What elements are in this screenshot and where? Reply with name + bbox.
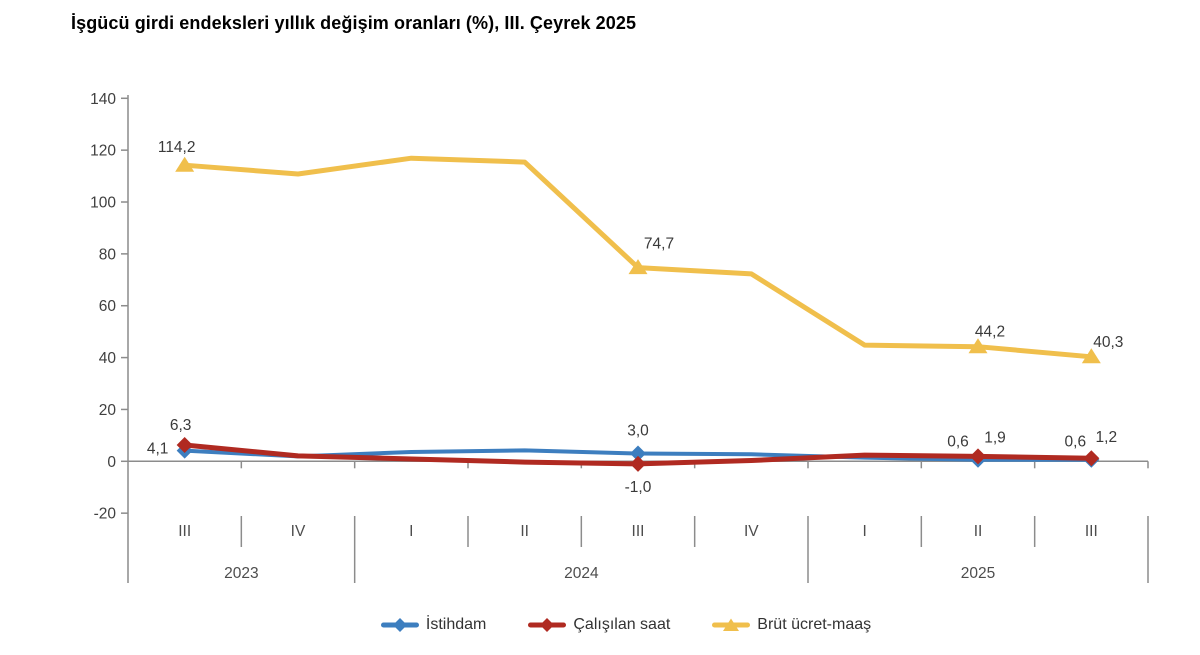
data-point-triangle-icon xyxy=(968,338,988,354)
legend-item: Brüt ücret-maaş xyxy=(712,616,871,634)
legend-label: Brüt ücret-maaş xyxy=(757,616,872,633)
data-point-label: 74,7 xyxy=(644,236,674,253)
data-point-triangle-icon xyxy=(1081,348,1101,364)
x-axis-quarter-label: I xyxy=(863,523,867,540)
y-axis-tick-label: 80 xyxy=(99,246,117,263)
data-point-label: 1,9 xyxy=(984,429,1006,446)
y-axis-tick-label: 40 xyxy=(99,350,117,367)
data-point-label: 0,6 xyxy=(1065,434,1087,451)
x-axis-quarter-label: II xyxy=(520,523,529,540)
legend-marker-triangle-icon xyxy=(712,618,751,631)
data-point-diamond-icon xyxy=(630,455,646,472)
data-point-label: 44,2 xyxy=(975,324,1005,341)
legend-item: Çalışılan saat xyxy=(528,616,670,634)
data-point-label: 114,2 xyxy=(158,139,196,156)
y-axis-tick-label: 100 xyxy=(90,195,116,212)
data-point-label: 6,3 xyxy=(170,417,192,434)
legend-label: İstihdam xyxy=(425,616,487,633)
x-axis-quarter-label: III xyxy=(1085,523,1098,540)
series-line-wages xyxy=(182,155,1094,360)
legend-marker-diamond-icon xyxy=(380,618,419,632)
x-axis-quarter-label: IV xyxy=(744,523,759,540)
x-axis-quarter-label: I xyxy=(409,523,413,540)
legend-item: İstihdam xyxy=(380,616,487,634)
legend-marker-diamond-icon xyxy=(528,618,567,632)
chart-legend: İstihdam Çalışılan saat Brüt ücret-maaş xyxy=(26,616,1200,634)
y-axis-tick-label: 120 xyxy=(90,143,116,160)
y-axis-tick-label: 20 xyxy=(99,402,117,419)
data-point-triangle-icon xyxy=(628,259,648,275)
x-axis-year-label: 2023 xyxy=(224,565,258,582)
data-point-label: 40,3 xyxy=(1093,334,1123,351)
x-axis-quarter-label: IV xyxy=(291,523,306,540)
y-axis-tick-label: 0 xyxy=(107,454,116,471)
x-axis-quarter-label: II xyxy=(974,523,983,540)
data-point-label: 0,6 xyxy=(947,434,969,451)
data-point-triangle-icon xyxy=(175,156,195,172)
y-axis-tick-label: -20 xyxy=(94,506,117,523)
y-axis-tick-label: 140 xyxy=(90,91,116,108)
data-point-label: 1,2 xyxy=(1096,429,1118,446)
x-axis-quarter-label: III xyxy=(178,523,191,540)
data-point-diamond-icon xyxy=(630,445,646,462)
x-axis-quarter-label: III xyxy=(632,523,645,540)
y-axis-tick-label: 60 xyxy=(99,298,117,315)
data-point-diamond-icon xyxy=(970,448,986,465)
data-point-label: 3,0 xyxy=(627,423,649,440)
data-point-label: 4,1 xyxy=(147,441,169,458)
x-axis-year-label: 2025 xyxy=(961,565,995,582)
legend-label: Çalışılan saat xyxy=(573,616,671,633)
data-point-diamond-icon xyxy=(176,436,193,453)
x-axis-year-label: 2024 xyxy=(564,565,599,582)
data-point-label: -1,0 xyxy=(625,479,652,496)
chart-title: İşgücü girdi endeksleri yıllık değişim o… xyxy=(71,13,637,33)
data-point-diamond-icon xyxy=(1083,450,1100,467)
